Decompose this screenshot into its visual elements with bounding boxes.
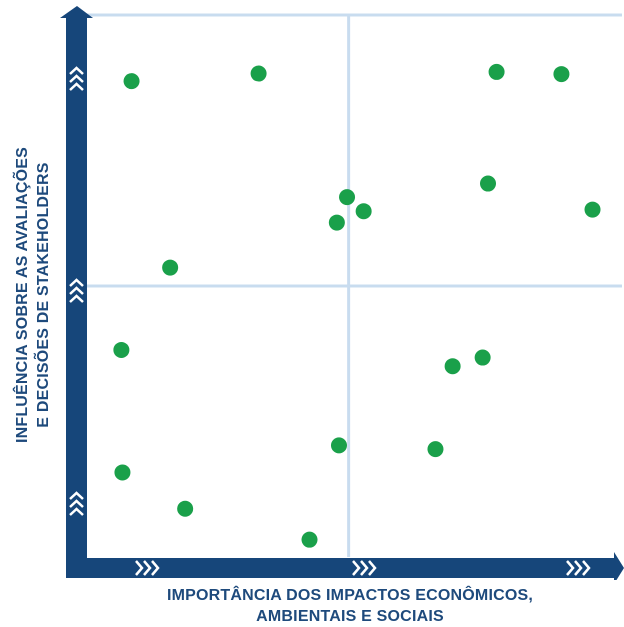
data-point (123, 73, 140, 90)
y-axis-chevron (69, 82, 84, 91)
y-axis-arrowhead (60, 6, 93, 18)
data-point (553, 66, 570, 83)
x-axis-bar (66, 558, 616, 578)
y-axis-bar (66, 18, 87, 578)
y-axis-chevron (69, 286, 84, 295)
data-point (355, 203, 372, 220)
data-point (301, 531, 318, 548)
x-axis-chevron (582, 560, 591, 576)
data-point (584, 201, 601, 218)
x-axis-chevron (360, 560, 369, 576)
x-axis-chevron (151, 560, 160, 576)
y-axis-chevron (69, 507, 84, 516)
data-point (177, 500, 194, 517)
data-point (114, 464, 131, 481)
x-axis-label: IMPORTÂNCIA DOS IMPACTOS ECONÔMICOS, AMB… (140, 585, 560, 627)
data-point (250, 65, 267, 82)
data-point (480, 175, 496, 192)
data-point (328, 214, 345, 231)
materiality-chart (60, 6, 624, 580)
data-point (162, 259, 179, 276)
x-axis-label-line2: AMBIENTAIS E SOCIAIS (256, 608, 444, 625)
x-axis-chevron (135, 560, 144, 576)
data-point (488, 63, 505, 80)
y-axis-label: INFLUÊNCIA SOBRE AS AVALIAÇÕES E DECISÕE… (12, 85, 54, 505)
data-point (339, 189, 356, 206)
y-axis-label-line2: E DECISÕES DE STAKEHOLDERS (35, 162, 52, 428)
y-axis-label-line1: INFLUÊNCIA SOBRE AS AVALIAÇÕES (14, 146, 31, 444)
x-axis-label-line1: IMPORTÂNCIA DOS IMPACTOS ECONÔMICOS, (166, 587, 534, 604)
x-axis-chevron (566, 560, 575, 576)
data-point (444, 358, 461, 375)
data-points (113, 63, 601, 548)
y-axis-chevron (69, 66, 84, 75)
y-axis-chevron (69, 294, 84, 303)
x-axis-chevron (143, 560, 152, 576)
x-axis-chevron (368, 560, 377, 576)
x-axis-chevron (574, 560, 583, 576)
x-axis-chevron (352, 560, 361, 576)
x-axis-arrowhead (614, 552, 624, 580)
y-axis-chevron (69, 499, 84, 508)
grid-lines (86, 13, 622, 557)
data-point (113, 341, 130, 358)
data-point (330, 437, 347, 454)
y-axis-chevron (69, 491, 84, 500)
axes (60, 6, 624, 580)
data-point (474, 349, 491, 366)
y-axis-label-wrap: INFLUÊNCIA SOBRE AS AVALIAÇÕES E DECISÕE… (6, 30, 60, 560)
data-point (427, 441, 444, 458)
y-axis-chevron (69, 74, 84, 83)
y-axis-chevron (69, 278, 84, 287)
